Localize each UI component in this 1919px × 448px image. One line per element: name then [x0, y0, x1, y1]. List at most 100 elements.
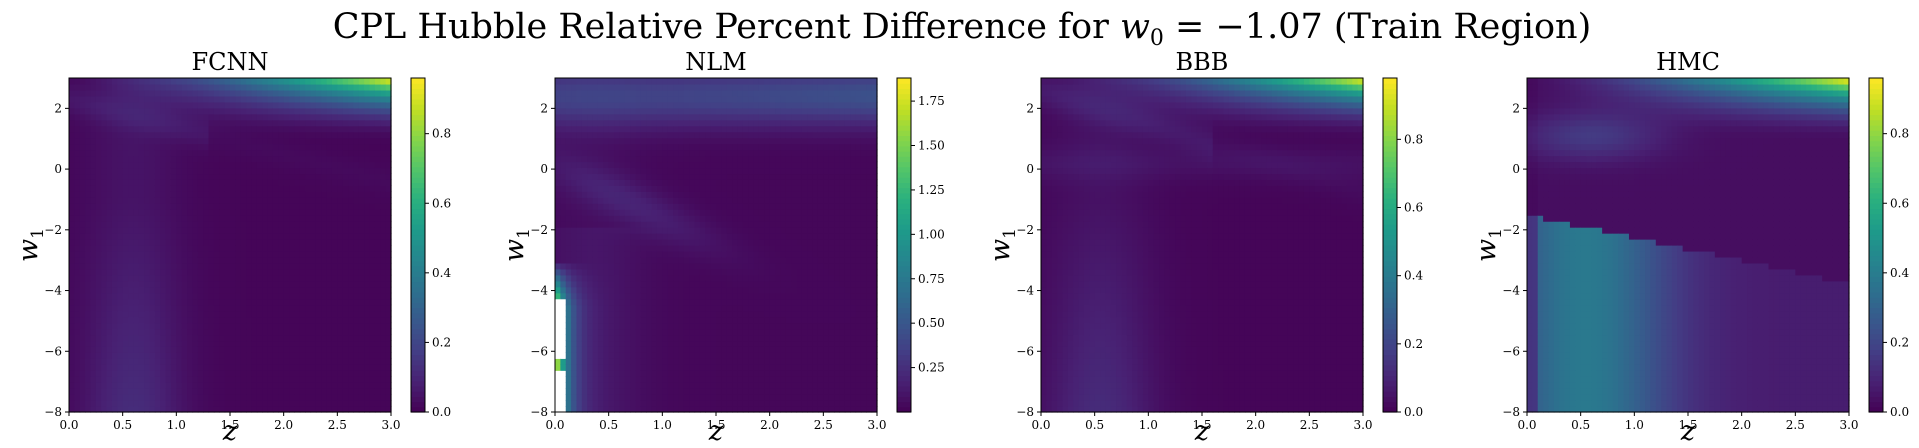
heatmap-cell [235, 370, 242, 377]
heatmap-cell [117, 388, 124, 395]
heatmap-cell [272, 89, 279, 97]
heatmap-cell [592, 256, 599, 264]
heatmap-cell [305, 340, 312, 347]
heatmap-cell [256, 304, 263, 312]
heatmap-cell [576, 304, 583, 312]
heatmap-cell [592, 406, 599, 413]
heatmap-cell [272, 221, 279, 228]
heatmap-cell [294, 161, 301, 169]
heatmap-cell [267, 89, 274, 97]
heatmap-cell [305, 137, 312, 145]
heatmap-cell [630, 364, 637, 371]
heatmap-cell [128, 155, 134, 163]
heatmap-cell [683, 400, 690, 407]
heatmap-cell [203, 179, 210, 186]
heatmap-cell [240, 376, 247, 383]
heatmap-cell [79, 292, 86, 300]
heatmap-cell [278, 221, 285, 228]
heatmap-cell [128, 358, 134, 365]
heatmap-cell [95, 78, 102, 85]
heatmap-cell [305, 167, 312, 175]
heatmap-cell [128, 304, 134, 312]
heatmap-cell [364, 322, 371, 330]
heatmap-cell [128, 173, 134, 180]
heatmap-cell [133, 233, 140, 240]
heatmap-cell [565, 161, 572, 169]
heatmap-cell [224, 274, 231, 282]
heatmap-cell [353, 352, 360, 359]
heatmap-cell [117, 209, 124, 216]
heatmap-cell [203, 131, 210, 139]
heatmap-cell [203, 191, 210, 198]
heatmap-cell [192, 298, 199, 306]
heatmap-cell [321, 382, 328, 389]
heatmap-cell [128, 89, 134, 97]
heatmap-cell [683, 221, 690, 228]
heatmap-cell [576, 364, 583, 371]
heatmap-cell [170, 78, 177, 85]
heatmap-cell [651, 262, 658, 270]
heatmap-cell [256, 370, 263, 377]
heatmap-cell [235, 328, 242, 336]
heatmap-cell [380, 364, 387, 371]
heatmap-cell [272, 149, 279, 157]
heatmap-cell [667, 101, 674, 109]
heatmap-cell [208, 280, 215, 288]
heatmap-cell [251, 400, 258, 407]
heatmap-cell [337, 274, 344, 282]
heatmap-cell [246, 280, 253, 288]
heatmap-cell [154, 197, 161, 204]
heatmap-cell [246, 298, 253, 306]
heatmap-cell [203, 394, 210, 401]
heatmap-cell [117, 119, 124, 127]
heatmap-cell [176, 340, 183, 347]
heatmap-cell [667, 394, 674, 401]
heatmap-cell [640, 334, 647, 342]
heatmap-cell [90, 400, 97, 407]
heatmap-cell [592, 119, 599, 127]
heatmap-cell [283, 221, 290, 228]
heatmap-cell [74, 292, 81, 300]
heatmap-cell [348, 286, 355, 294]
heatmap-cell [656, 167, 663, 175]
heatmap-cell [246, 394, 253, 401]
heatmap-cell [358, 304, 365, 312]
heatmap-cell [571, 322, 578, 330]
heatmap-cell [208, 352, 215, 359]
heatmap-cell [369, 298, 376, 306]
heatmap-cell [79, 388, 86, 395]
heatmap-cell [176, 280, 183, 288]
heatmap-cell [337, 221, 344, 228]
heatmap-cell [85, 292, 92, 300]
heatmap-cell [272, 280, 279, 288]
heatmap-cell [165, 328, 172, 336]
heatmap-cell [385, 203, 392, 210]
heatmap-cell [117, 400, 124, 407]
heatmap-cell [197, 173, 204, 180]
heatmap-cell [176, 245, 183, 252]
heatmap-cell [342, 203, 349, 210]
heatmap-cell [321, 370, 328, 377]
heatmap-cell [111, 161, 118, 169]
heatmap-cell [662, 406, 669, 413]
heatmap-cell [246, 203, 253, 210]
heatmap-cell [235, 376, 242, 383]
heatmap-cell [224, 352, 231, 359]
heatmap-cell [555, 227, 561, 234]
heatmap-cell [74, 388, 81, 395]
heatmap-cell [299, 131, 306, 139]
heatmap-cell [106, 298, 113, 306]
heatmap-cell [187, 101, 194, 109]
heatmap-cell [608, 316, 615, 324]
heatmap-cell [635, 352, 642, 359]
heatmap-cell [224, 268, 231, 276]
heatmap-cell [256, 179, 263, 186]
heatmap-cell [294, 268, 301, 276]
heatmap-cell [635, 143, 642, 151]
heatmap-cell [117, 89, 124, 97]
heatmap-cell [326, 221, 333, 228]
heatmap-cell [230, 400, 236, 407]
heatmap-cell [565, 78, 572, 85]
heatmap-cell [144, 274, 151, 282]
heatmap-cell [326, 143, 333, 151]
